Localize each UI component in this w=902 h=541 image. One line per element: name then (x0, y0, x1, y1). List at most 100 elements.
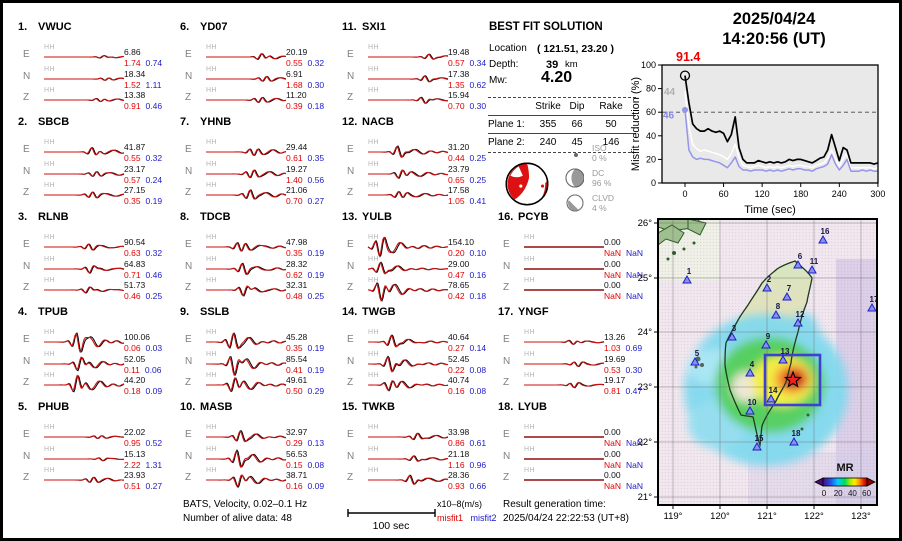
misfit1-value: 0.71 (124, 269, 141, 280)
misfit1-value: 0.57 (448, 58, 465, 68)
mr-tick-label: 40 (848, 489, 857, 498)
trace-row-z: Z HH 38.71 0.16 0.09 (172, 467, 330, 491)
misfit2-label: misfit2 (470, 513, 497, 523)
plane2-dip: 45 (571, 137, 583, 148)
misfit2-value: 0.10 (469, 248, 487, 258)
peak-amplitude: 0.00 (604, 470, 621, 480)
waveform-trace (206, 189, 287, 200)
channel-letter: Z (23, 92, 30, 103)
station-triangle-icon (761, 339, 771, 349)
station-code: SSLB (200, 306, 230, 318)
station-map-number: 9 (766, 332, 771, 341)
mr-legend-title: MR (836, 462, 853, 474)
strike-header: Strike (535, 101, 561, 112)
misfit-values: 0.18 0.09 (124, 386, 162, 396)
waveform-trace (368, 190, 449, 199)
misfit-values: 0.11 0.06 (124, 365, 161, 375)
channel-letter: E (347, 144, 354, 155)
trace-row-e: E HH 45.28 0.35 0.19 (172, 329, 330, 353)
peak-amplitude: 22.02 (124, 427, 146, 437)
peak-amplitude: 29.00 (448, 258, 470, 269)
waveform-trace (368, 432, 449, 441)
peak-amplitude: 29.44 (286, 142, 308, 152)
misfit1-value: 1.68 (286, 79, 303, 90)
band-code: HH (368, 372, 379, 379)
peak-amplitude: 51.73 (124, 280, 146, 290)
lat-label: 26° (638, 218, 653, 229)
station-map-number: 14 (769, 386, 778, 395)
misfit1-value: 0.35 (286, 343, 303, 353)
misfit1-value: NaN (604, 481, 622, 491)
trace-row-z: Z HH 32.31 0.48 0.25 (172, 277, 330, 301)
trace-row-z: Z HH 27.15 0.35 0.19 (10, 182, 168, 206)
peak-amplitude: 21.18 (448, 448, 470, 459)
peak-amplitude: 17.58 (448, 185, 470, 195)
waveform-trace (44, 76, 125, 81)
band-code: HH (44, 139, 55, 146)
station-block-yngf: 17. YNGF E HH 13.26 1.03 0.69 N HH 19.69 0.53 0.30 Z… (490, 296, 648, 396)
channel-letter: N (23, 450, 31, 462)
misfit-values: 0.86 0.61 (448, 438, 486, 448)
station-number: 15. (342, 401, 358, 413)
annotation-44: 44 (664, 87, 676, 98)
map-station-15: 15 (752, 434, 764, 451)
misfit1-value: 0.70 (286, 196, 303, 206)
waveform-trace (367, 354, 449, 373)
svg-text:60: 60 (719, 189, 729, 199)
waveform-trace (206, 429, 287, 443)
station-triangle-icon (807, 264, 817, 274)
channel-letter: E (503, 334, 510, 345)
peak-amplitude: 33.98 (448, 427, 470, 437)
trace-row-e: E HH 19.48 0.57 0.34 (334, 44, 492, 68)
misfit-values: 0.42 0.18 (448, 291, 486, 301)
band-code: HH (44, 467, 55, 474)
misfit-values: 1.40 0.56 (286, 175, 324, 185)
trace-row-z: Z HH 28.36 0.93 0.66 (334, 467, 492, 491)
waveform-trace (206, 148, 287, 156)
misfit2-value: 0.06 (144, 364, 162, 375)
misfit-reduction-plot: 0 20 40 60 80 100 0 60 120 180 240 300 Time (sec) Mis… (630, 48, 899, 225)
plane-table-header: Strike Dip Rake (488, 101, 638, 112)
misfit-values: NaN NaN (604, 481, 643, 491)
misfit2-value: 0.09 (145, 386, 163, 396)
band-code: HH (368, 139, 379, 146)
waveform-trace (368, 474, 449, 486)
band-code: HH (206, 139, 217, 146)
station-title: 6. YD07 (180, 21, 228, 33)
band-code: HH (44, 329, 55, 336)
misfit2-value: 0.25 (145, 291, 163, 301)
station-map-number: 8 (776, 302, 781, 311)
misfit2-value: 0.25 (469, 174, 487, 185)
trace-row-z: Z HH 49.61 0.50 0.29 (172, 372, 330, 396)
dc-icon (565, 168, 584, 188)
band-code: HH (206, 445, 217, 453)
peak-amplitude: 11.20 (286, 90, 307, 100)
misfit2-value: 0.14 (469, 343, 487, 353)
band-code: HH (44, 44, 55, 51)
trace-row-e: E HH 41.87 0.55 0.32 (10, 139, 168, 163)
station-title: 5. PHUB (18, 401, 69, 413)
trace-row-e: E HH 31.20 0.44 0.25 (334, 139, 492, 163)
misfit1-value: 0.95 (124, 438, 141, 448)
misfit-values: 2.22 1.31 (124, 460, 162, 470)
station-block-pcyb: 16. PCYB E HH 0.00 NaN NaN N HH 0.00 NaN NaN Z HH 0.00… (490, 201, 648, 301)
waveform-trace (206, 448, 287, 468)
band-code: HH (206, 329, 217, 336)
station-block-yulb: 13. YULB E HH 154.10 0.20 0.10 N HH 29.00 0.47 0.16… (334, 201, 492, 302)
station-map-number: 4 (750, 360, 755, 369)
channel-letter: Z (185, 187, 192, 198)
station-triangle-icon (690, 356, 700, 366)
band-code: HH (206, 234, 217, 241)
peak-amplitude: 23.17 (124, 163, 146, 174)
misfit-values: 0.71 0.46 (124, 270, 162, 280)
channel-letter: E (23, 49, 30, 60)
station-code: SBCB (38, 116, 70, 128)
peak-amplitude: 41.87 (124, 142, 146, 152)
band-code: HH (368, 182, 379, 189)
waveform-trace (368, 454, 449, 462)
band-code: HH (44, 65, 55, 73)
station-map-number: 6 (798, 252, 803, 261)
trace-row-n: N HH 29.00 0.47 0.16 (334, 256, 492, 280)
misfit-values: 0.57 0.34 (448, 58, 486, 68)
station-code: YD07 (200, 21, 228, 33)
